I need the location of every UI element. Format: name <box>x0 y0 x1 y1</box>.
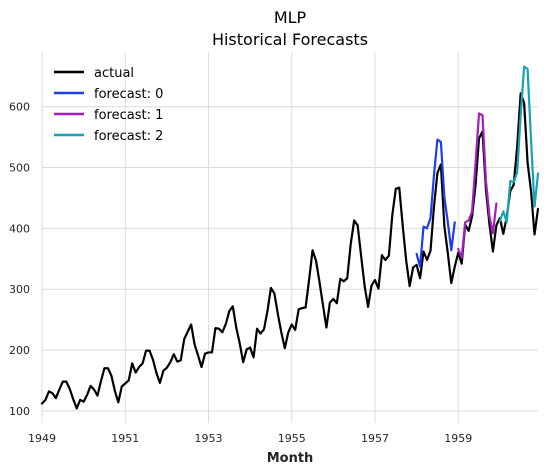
legend-label: forecast: 0 <box>94 87 163 102</box>
x-tick-label: 1959 <box>444 432 472 445</box>
x-axis-label: Month <box>267 451 314 466</box>
y-axis-ticks: 100 200 300 400 500 600 <box>9 101 30 418</box>
y-tick-label: 200 <box>9 344 30 357</box>
series-line-forecast-2 <box>498 65 540 224</box>
y-tick-label: 300 <box>9 283 30 296</box>
y-tick-label: 600 <box>9 101 30 114</box>
legend-label: forecast: 2 <box>94 129 163 144</box>
legend-label: actual <box>94 66 134 81</box>
legend: actual forecast: 0 forecast: 1 forecast: 2 <box>54 66 163 144</box>
y-tick-label: 100 <box>9 405 30 418</box>
x-tick-label: 1949 <box>28 432 56 445</box>
x-tick-label: 1951 <box>111 432 139 445</box>
x-tick-label: 1953 <box>194 432 222 445</box>
series-lines <box>40 65 540 410</box>
y-tick-label: 400 <box>9 222 30 235</box>
series-line-actual <box>40 92 540 410</box>
series-line-forecast-1 <box>457 112 498 259</box>
x-axis-ticks: 1949 1951 1953 1955 1957 1959 <box>28 432 472 445</box>
chart-subtitle: Historical Forecasts <box>212 30 368 49</box>
y-tick-label: 500 <box>9 162 30 175</box>
series-line-forecast-0 <box>415 138 456 268</box>
legend-label: forecast: 1 <box>94 108 163 123</box>
grid <box>41 52 538 423</box>
x-tick-label: 1957 <box>361 432 389 445</box>
x-tick-label: 1955 <box>278 432 306 445</box>
chart-title: MLP <box>274 8 307 27</box>
